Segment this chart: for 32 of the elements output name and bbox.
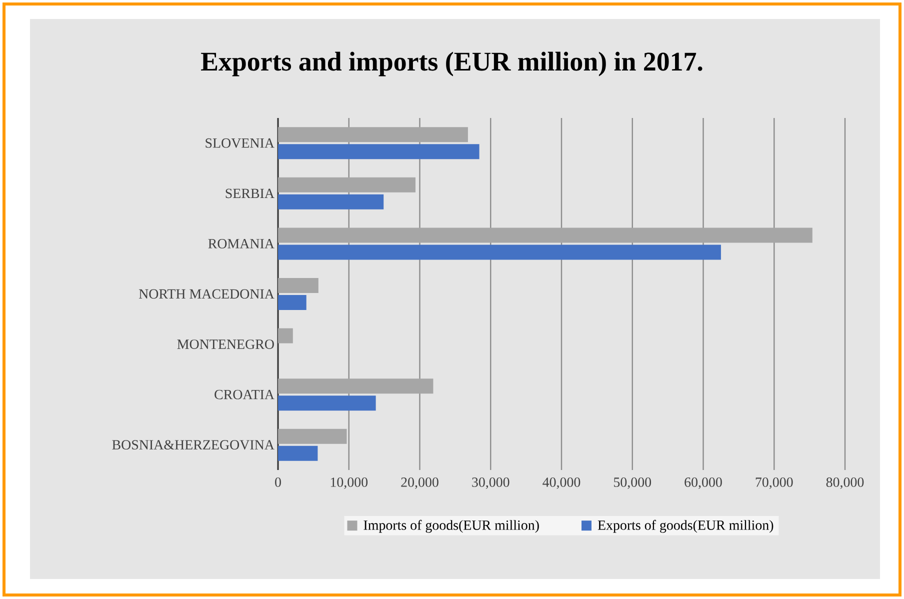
y-tick-label: NORTH MACEDONIA	[138, 289, 274, 299]
y-tick-label: ROMANIA	[208, 239, 274, 248]
bar	[278, 177, 416, 192]
bar	[278, 278, 318, 293]
bar	[278, 446, 318, 461]
y-tick-label: CROATIA	[214, 390, 274, 400]
bar	[278, 328, 293, 344]
bar	[278, 294, 306, 310]
x-tick-label: 40,000	[542, 478, 580, 489]
x-tick-label: 60,000	[684, 478, 722, 489]
y-tick-label: BOSNIA&HERZEGOVINA	[112, 440, 274, 450]
y-tick-label: SLOVENIA	[206, 138, 274, 148]
bar	[278, 378, 434, 394]
bar	[278, 396, 376, 411]
bar	[278, 428, 347, 444]
bar	[278, 194, 384, 210]
x-tick-label: 50,000	[614, 478, 652, 489]
y-tick-label: SERBIA	[226, 188, 274, 198]
y-tick-label: MONTENEGRO	[177, 340, 274, 349]
bar	[278, 144, 480, 160]
x-tick-label: 80,000	[826, 478, 864, 489]
x-tick-label: 0	[275, 478, 281, 487]
bar	[278, 228, 812, 243]
x-tick-label: 30,000	[472, 478, 510, 489]
chart-title: Exports and imports (EUR million) in 2017.	[201, 52, 702, 76]
legend-label: Imports of goods(EUR million)	[364, 520, 539, 533]
bar	[278, 127, 468, 142]
bar	[278, 244, 721, 260]
legend-label: Exports of goods(EUR million)	[598, 520, 774, 533]
x-tick-label: 20,000	[401, 478, 438, 489]
x-tick-label: 10,000	[330, 478, 368, 489]
x-tick-label: 70,000	[756, 478, 793, 489]
